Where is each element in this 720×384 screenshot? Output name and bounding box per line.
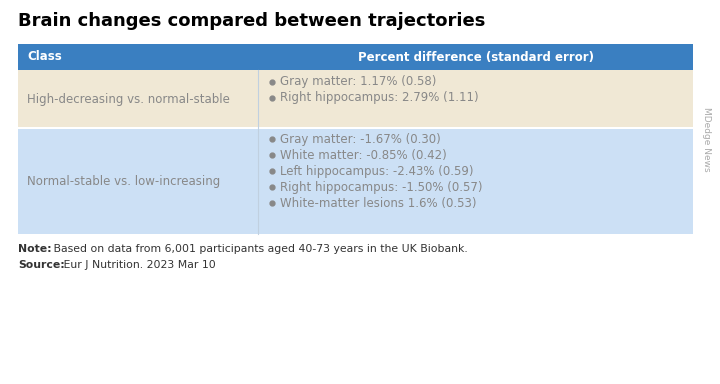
Text: Gray matter: -1.67% (0.30): Gray matter: -1.67% (0.30) (280, 132, 441, 146)
Text: Right hippocampus: 2.79% (1.11): Right hippocampus: 2.79% (1.11) (280, 91, 479, 104)
Text: Normal-stable vs. low-increasing: Normal-stable vs. low-increasing (27, 174, 220, 187)
Text: MDedge News: MDedge News (703, 107, 711, 171)
Text: Left hippocampus: -2.43% (0.59): Left hippocampus: -2.43% (0.59) (280, 164, 474, 177)
Text: High-decreasing vs. normal-stable: High-decreasing vs. normal-stable (27, 93, 230, 106)
Text: Source:: Source: (18, 260, 65, 270)
Text: White matter: -0.85% (0.42): White matter: -0.85% (0.42) (280, 149, 446, 162)
Text: Gray matter: 1.17% (0.58): Gray matter: 1.17% (0.58) (280, 76, 436, 88)
Text: Note:: Note: (18, 244, 52, 254)
Text: White-matter lesions 1.6% (0.53): White-matter lesions 1.6% (0.53) (280, 197, 477, 210)
Bar (18, 129, 693, 234)
Text: Eur J Nutrition. 2023 Mar 10: Eur J Nutrition. 2023 Mar 10 (60, 260, 216, 270)
Text: Right hippocampus: -1.50% (0.57): Right hippocampus: -1.50% (0.57) (280, 180, 482, 194)
Text: Percent difference (standard error): Percent difference (standard error) (358, 51, 593, 63)
Text: Brain changes compared between trajectories: Brain changes compared between trajector… (18, 12, 485, 30)
Text: Based on data from 6,001 participants aged 40-73 years in the UK Biobank.: Based on data from 6,001 participants ag… (50, 244, 468, 254)
Bar (18, 70, 693, 127)
Bar (18, 44, 693, 70)
Text: Class: Class (27, 51, 62, 63)
